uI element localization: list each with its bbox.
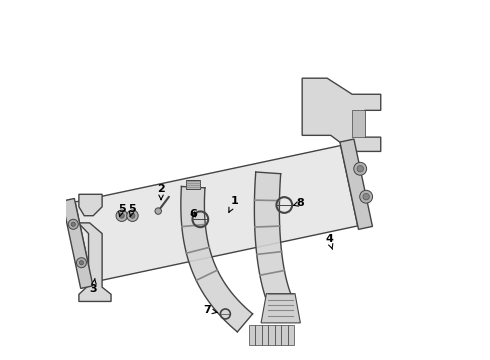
Polygon shape xyxy=(254,172,291,302)
Circle shape xyxy=(130,213,135,218)
Text: 4: 4 xyxy=(325,234,333,249)
Circle shape xyxy=(76,258,86,268)
Bar xyxy=(275,325,281,345)
Polygon shape xyxy=(186,180,200,189)
Bar xyxy=(268,325,275,345)
Polygon shape xyxy=(352,111,365,137)
Text: 1: 1 xyxy=(229,197,238,212)
Polygon shape xyxy=(261,294,300,323)
Text: 2: 2 xyxy=(157,184,165,200)
Circle shape xyxy=(357,166,364,172)
Polygon shape xyxy=(340,139,372,229)
Circle shape xyxy=(119,213,124,218)
Polygon shape xyxy=(181,186,253,332)
Circle shape xyxy=(155,208,161,214)
Circle shape xyxy=(71,222,75,226)
Circle shape xyxy=(116,210,127,221)
Bar xyxy=(255,325,262,345)
Text: 7: 7 xyxy=(204,305,217,315)
Polygon shape xyxy=(79,194,102,216)
Text: 5: 5 xyxy=(118,203,125,217)
Bar xyxy=(248,325,255,345)
Circle shape xyxy=(68,219,78,229)
Circle shape xyxy=(354,162,367,175)
Text: 5: 5 xyxy=(129,203,136,217)
Bar xyxy=(262,325,268,345)
Text: 6: 6 xyxy=(189,209,197,219)
Bar xyxy=(281,325,288,345)
Circle shape xyxy=(79,261,84,265)
Polygon shape xyxy=(79,223,111,301)
Text: 8: 8 xyxy=(294,198,304,208)
Circle shape xyxy=(127,210,138,221)
Polygon shape xyxy=(302,78,381,152)
Bar xyxy=(288,325,294,345)
Circle shape xyxy=(360,190,372,203)
Circle shape xyxy=(363,194,369,200)
Text: 3: 3 xyxy=(89,278,97,294)
Polygon shape xyxy=(62,198,93,288)
Polygon shape xyxy=(75,145,358,282)
